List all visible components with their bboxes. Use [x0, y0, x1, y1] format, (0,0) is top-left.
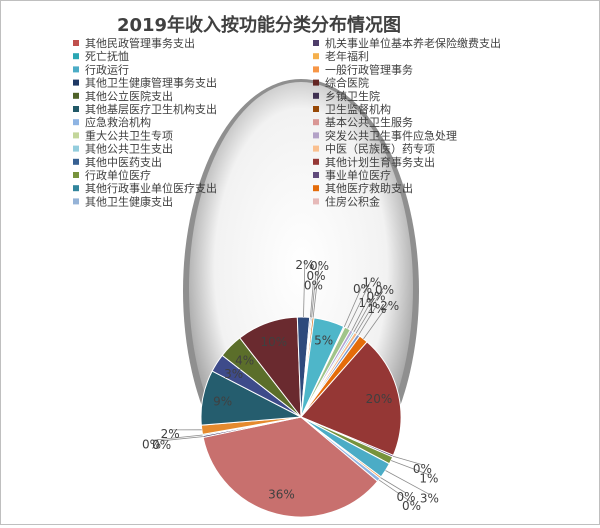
- legend-swatch: [73, 80, 79, 86]
- slice-data-label: 4%: [235, 353, 254, 367]
- slice-data-label: 9%: [213, 394, 232, 408]
- legend-swatch: [313, 159, 319, 165]
- legend-label: 事业单位医疗: [325, 168, 391, 182]
- legend-label: 其他民政管理事务支出: [85, 36, 195, 50]
- pie-slices: [201, 317, 401, 517]
- legend-label: 其他基层医疗卫生机构支出: [85, 102, 217, 116]
- legend-label: 突发公共卫生事件应急处理: [325, 128, 457, 142]
- legend-swatch: [313, 93, 319, 99]
- chart-title: 2019年收入按功能分类分布情况图: [117, 14, 401, 36]
- legend-label: 其他公共卫生支出: [85, 142, 173, 156]
- legend-swatch: [313, 185, 319, 191]
- legend-swatch: [313, 172, 319, 178]
- legend-swatch: [73, 106, 79, 112]
- legend-label: 其他卫生健康管理事务支出: [85, 76, 217, 90]
- slice-data-label: 10%: [260, 335, 287, 349]
- legend-swatch: [313, 40, 319, 46]
- slice-data-label: 3%: [420, 491, 439, 505]
- legend-swatch: [313, 106, 319, 112]
- legend-label: 行政运行: [85, 62, 129, 76]
- legend-swatch: [73, 53, 79, 59]
- slice-data-label: 2%: [161, 427, 180, 441]
- legend-swatch: [73, 132, 79, 138]
- legend-swatch: [313, 53, 319, 59]
- legend-label: 其他中医药支出: [85, 155, 162, 169]
- legend-label: 乡镇卫生院: [325, 89, 380, 103]
- legend-label: 基本公共卫生服务: [325, 115, 413, 129]
- legend-swatch: [73, 185, 79, 191]
- legend-label: 中医（民族医）药专项: [325, 142, 435, 156]
- legend-label: 死亡抚恤: [85, 49, 129, 63]
- legend-label: 其他卫生健康支出: [85, 194, 173, 208]
- legend-swatch: [313, 119, 319, 125]
- legend-swatch: [313, 132, 319, 138]
- legend-swatch: [313, 146, 319, 152]
- slice-data-label: 2%: [380, 299, 399, 313]
- legend-swatch: [313, 80, 319, 86]
- slice-data-label: 0%: [142, 437, 161, 451]
- legend-swatch: [73, 119, 79, 125]
- slice-data-label: 5%: [314, 333, 333, 347]
- legend-swatch: [313, 66, 319, 72]
- legend-label: 住房公积金: [325, 194, 380, 208]
- slice-data-label: 3%: [224, 367, 243, 381]
- legend-label: 应急救治机构: [85, 115, 151, 129]
- legend-label: 其他行政事业单位医疗支出: [85, 181, 217, 195]
- legend-label: 卫生监督机构: [325, 102, 391, 116]
- slice-data-label: 0%: [310, 259, 329, 273]
- legend-label: 重大公共卫生专项: [85, 128, 173, 142]
- legend-label: 其他医疗救助支出: [325, 181, 413, 195]
- legend-swatch: [73, 172, 79, 178]
- legend-swatch: [73, 40, 79, 46]
- legend-label: 机关事业单位基本养老保险缴费支出: [325, 36, 501, 50]
- legend-label: 行政单位医疗: [85, 168, 151, 182]
- legend-swatch: [313, 198, 319, 204]
- slice-data-label: 1%: [419, 472, 438, 486]
- legend-swatch: [73, 159, 79, 165]
- legend-label: 其他公立医院支出: [85, 89, 173, 103]
- legend-label: 老年福利: [325, 49, 369, 63]
- slice-data-label: 20%: [366, 392, 393, 406]
- slice-data-label: 0%: [402, 499, 421, 513]
- legend-swatch: [73, 66, 79, 72]
- legend-label: 一般行政管理事务: [325, 62, 413, 76]
- slice-data-label: 0%: [375, 283, 394, 297]
- legend-swatch: [73, 93, 79, 99]
- legend-swatch: [73, 146, 79, 152]
- legend-swatch: [73, 198, 79, 204]
- legend-label: 其他计划生育事务支出: [325, 155, 435, 169]
- legend-label: 综合医院: [325, 76, 369, 90]
- slice-data-label: 36%: [268, 488, 295, 502]
